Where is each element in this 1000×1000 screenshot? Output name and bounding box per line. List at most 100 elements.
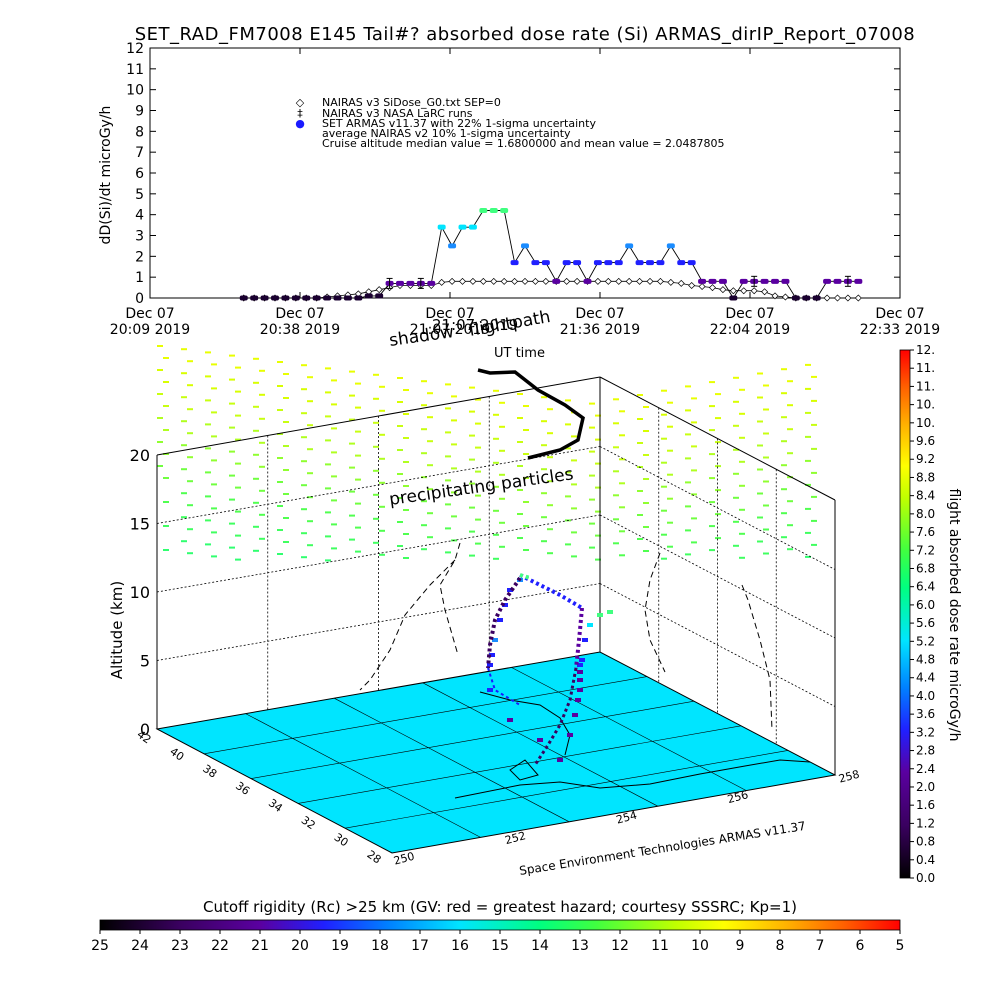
nairas-point (490, 277, 498, 285)
altitude-tick-label: 0 (140, 720, 150, 739)
annotation-ut-time: UT time (494, 346, 545, 361)
altitude-tick-label: 5 (140, 652, 150, 671)
particle-mark (739, 412, 745, 415)
armas-point (323, 295, 332, 301)
particle-mark (517, 393, 523, 395)
rigidity-colorbar-tick-label: 19 (331, 938, 349, 954)
particle-mark (541, 420, 547, 423)
armas-point (448, 243, 457, 249)
particle-mark (325, 367, 331, 370)
particle-mark (163, 525, 169, 527)
particle-mark (595, 558, 601, 561)
particle-mark (709, 429, 715, 432)
particle-mark (475, 398, 481, 401)
particle-mark (763, 480, 769, 483)
flight-path-point (487, 663, 493, 667)
particle-mark (499, 449, 505, 452)
particle-mark (277, 529, 283, 531)
particle-mark (517, 441, 523, 443)
particle-mark (475, 446, 481, 449)
rigidity-colorbar-label: Cutoff rigidity (Rc) >25 km (GV: red = g… (203, 898, 797, 916)
particle-mark (235, 558, 241, 561)
nairas-point (698, 283, 706, 291)
particle-mark (493, 389, 499, 392)
top-ytick-label: 6 (135, 166, 144, 182)
armas-point (479, 208, 488, 213)
ground-coastline (454, 691, 811, 799)
particle-mark (307, 400, 313, 403)
top-xtick-label-line2: 22:04 2019 (710, 322, 790, 338)
particle-mark (643, 406, 649, 408)
particle-mark (469, 386, 475, 389)
particle-mark (805, 459, 811, 462)
particle-mark (691, 541, 697, 544)
particle-mark (547, 432, 553, 435)
particle-mark (805, 387, 811, 390)
nairas-point (542, 277, 550, 285)
flight-path-point (577, 678, 583, 682)
nairas-point (823, 294, 831, 302)
particle-mark (157, 393, 163, 395)
particle-mark (523, 525, 529, 527)
ground-grid-line (245, 713, 481, 838)
particle-mark (355, 382, 361, 385)
particle-mark (355, 550, 361, 553)
nairas-point (500, 277, 508, 285)
particle-mark (187, 552, 193, 555)
particle-mark (781, 488, 787, 491)
nairas-point (709, 284, 716, 292)
armas-point (406, 280, 415, 286)
particle-mark (811, 423, 817, 426)
particle-mark (187, 384, 193, 387)
particle-mark (163, 357, 169, 359)
armas-point (604, 260, 613, 266)
particle-mark (733, 544, 739, 547)
top-xtick-label-line1: Dec 07 (575, 306, 624, 322)
particle-mark (205, 447, 211, 450)
particle-mark (349, 394, 355, 397)
annotation-precipitating: precipitating particles (388, 464, 575, 510)
particle-mark (715, 489, 721, 492)
particle-mark (613, 422, 619, 425)
longitude-tick-label: 250 (392, 850, 416, 868)
particle-mark (397, 497, 403, 499)
particle-mark (379, 553, 385, 556)
particle-mark (613, 542, 619, 545)
dose-colorbar-tick-label: 9.6 (916, 434, 935, 448)
particle-mark (403, 509, 409, 511)
particle-mark (283, 421, 289, 423)
armas-point (625, 243, 634, 249)
dose-colorbar-tick-label: 12. (916, 343, 935, 357)
particle-mark (469, 482, 475, 485)
particle-mark (691, 493, 697, 496)
nairas-point (521, 277, 529, 285)
nairas-point (740, 287, 748, 295)
particle-mark (493, 509, 499, 512)
particle-mark (283, 541, 289, 543)
particle-mark (763, 504, 769, 507)
particle-mark (187, 360, 193, 363)
particle-mark (517, 537, 523, 539)
armas-point (854, 278, 863, 284)
particle-mark (205, 399, 211, 402)
particle-mark (253, 501, 259, 504)
flight-path-point (497, 618, 503, 622)
particle-mark (517, 489, 523, 491)
dose-colorbar-label: flight absorbed dose rate microGy/h (946, 489, 962, 742)
particle-mark (301, 556, 307, 559)
particle-mark (349, 442, 355, 445)
particle-mark (667, 497, 673, 500)
particle-mark (811, 519, 817, 522)
latitude-tick-label: 42 (135, 728, 154, 747)
particle-mark (331, 475, 337, 478)
particle-mark (163, 501, 169, 503)
rigidity-colorbar-tick-label: 7 (816, 938, 825, 954)
particle-mark (523, 453, 529, 455)
particle-mark (787, 548, 793, 551)
top-ytick-label: 2 (135, 249, 144, 265)
particle-mark (451, 395, 457, 398)
particle-mark (157, 441, 163, 443)
particle-mark (667, 545, 673, 548)
particle-mark (805, 435, 811, 438)
